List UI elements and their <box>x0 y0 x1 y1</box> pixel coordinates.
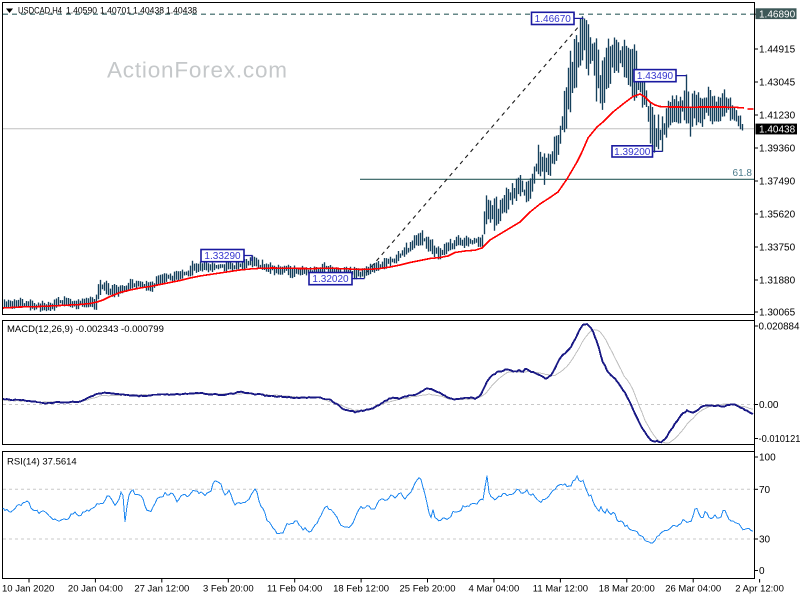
svg-text:1.46670: 1.46670 <box>535 14 572 25</box>
svg-text:1.40701: 1.40701 <box>100 6 131 16</box>
svg-text:4 Mar 04:00: 4 Mar 04:00 <box>469 584 520 595</box>
svg-text:100: 100 <box>759 453 776 464</box>
svg-text:18 Feb 12:00: 18 Feb 12:00 <box>333 584 389 595</box>
svg-text:ActionForex.com: ActionForex.com <box>107 58 288 83</box>
svg-text:1.40590: 1.40590 <box>66 6 97 16</box>
svg-text:18 Mar 20:00: 18 Mar 20:00 <box>599 584 655 595</box>
svg-text:30: 30 <box>759 535 771 546</box>
svg-text:1.33290: 1.33290 <box>204 251 241 262</box>
svg-text:-0.010121: -0.010121 <box>759 434 800 445</box>
svg-text:1.35620: 1.35620 <box>759 210 796 221</box>
svg-text:1.46890: 1.46890 <box>759 9 796 20</box>
svg-text:0: 0 <box>759 566 765 577</box>
svg-text:26 Mar 04:00: 26 Mar 04:00 <box>665 584 721 595</box>
svg-text:2 Apr 12:00: 2 Apr 12:00 <box>735 584 784 595</box>
svg-text:1.39200: 1.39200 <box>614 147 651 158</box>
svg-text:11 Feb 04:00: 11 Feb 04:00 <box>267 584 322 595</box>
svg-text:1.33750: 1.33750 <box>759 243 796 254</box>
svg-text:20 Jan 04:00: 20 Jan 04:00 <box>68 584 123 595</box>
svg-text:1.41230: 1.41230 <box>759 111 796 122</box>
svg-text:27 Jan 12:00: 27 Jan 12:00 <box>134 584 189 595</box>
svg-text:61.8: 61.8 <box>733 168 753 179</box>
svg-text:1.37490: 1.37490 <box>759 177 796 188</box>
svg-text:1.32020: 1.32020 <box>312 274 349 285</box>
svg-text:1.43045: 1.43045 <box>759 78 796 89</box>
svg-text:3 Feb 20:00: 3 Feb 20:00 <box>203 584 254 595</box>
svg-text:0.020884: 0.020884 <box>759 322 800 333</box>
svg-text:1.31880: 1.31880 <box>759 276 796 287</box>
svg-text:RSI(14) 37.5614: RSI(14) 37.5614 <box>7 457 77 468</box>
svg-text:1.40438: 1.40438 <box>759 125 796 136</box>
svg-text:1.30065: 1.30065 <box>759 308 796 319</box>
svg-text:1.43490: 1.43490 <box>637 71 674 82</box>
svg-text:1.39360: 1.39360 <box>759 144 796 155</box>
svg-text:11 Mar 12:00: 11 Mar 12:00 <box>533 584 588 595</box>
svg-text:25 Feb 20:00: 25 Feb 20:00 <box>400 584 456 595</box>
svg-text:10 Jan 2020: 10 Jan 2020 <box>2 584 54 595</box>
svg-text:USDCAD,H4: USDCAD,H4 <box>18 6 62 16</box>
svg-text:70: 70 <box>759 485 771 496</box>
svg-text:MACD(12,26,9) -0.002343 -0.000: MACD(12,26,9) -0.002343 -0.000799 <box>7 324 164 335</box>
svg-text:1.40438: 1.40438 <box>166 6 197 16</box>
svg-text:0.00: 0.00 <box>759 400 779 411</box>
svg-text:1.44915: 1.44915 <box>759 45 796 56</box>
svg-text:1.40438: 1.40438 <box>133 6 164 16</box>
